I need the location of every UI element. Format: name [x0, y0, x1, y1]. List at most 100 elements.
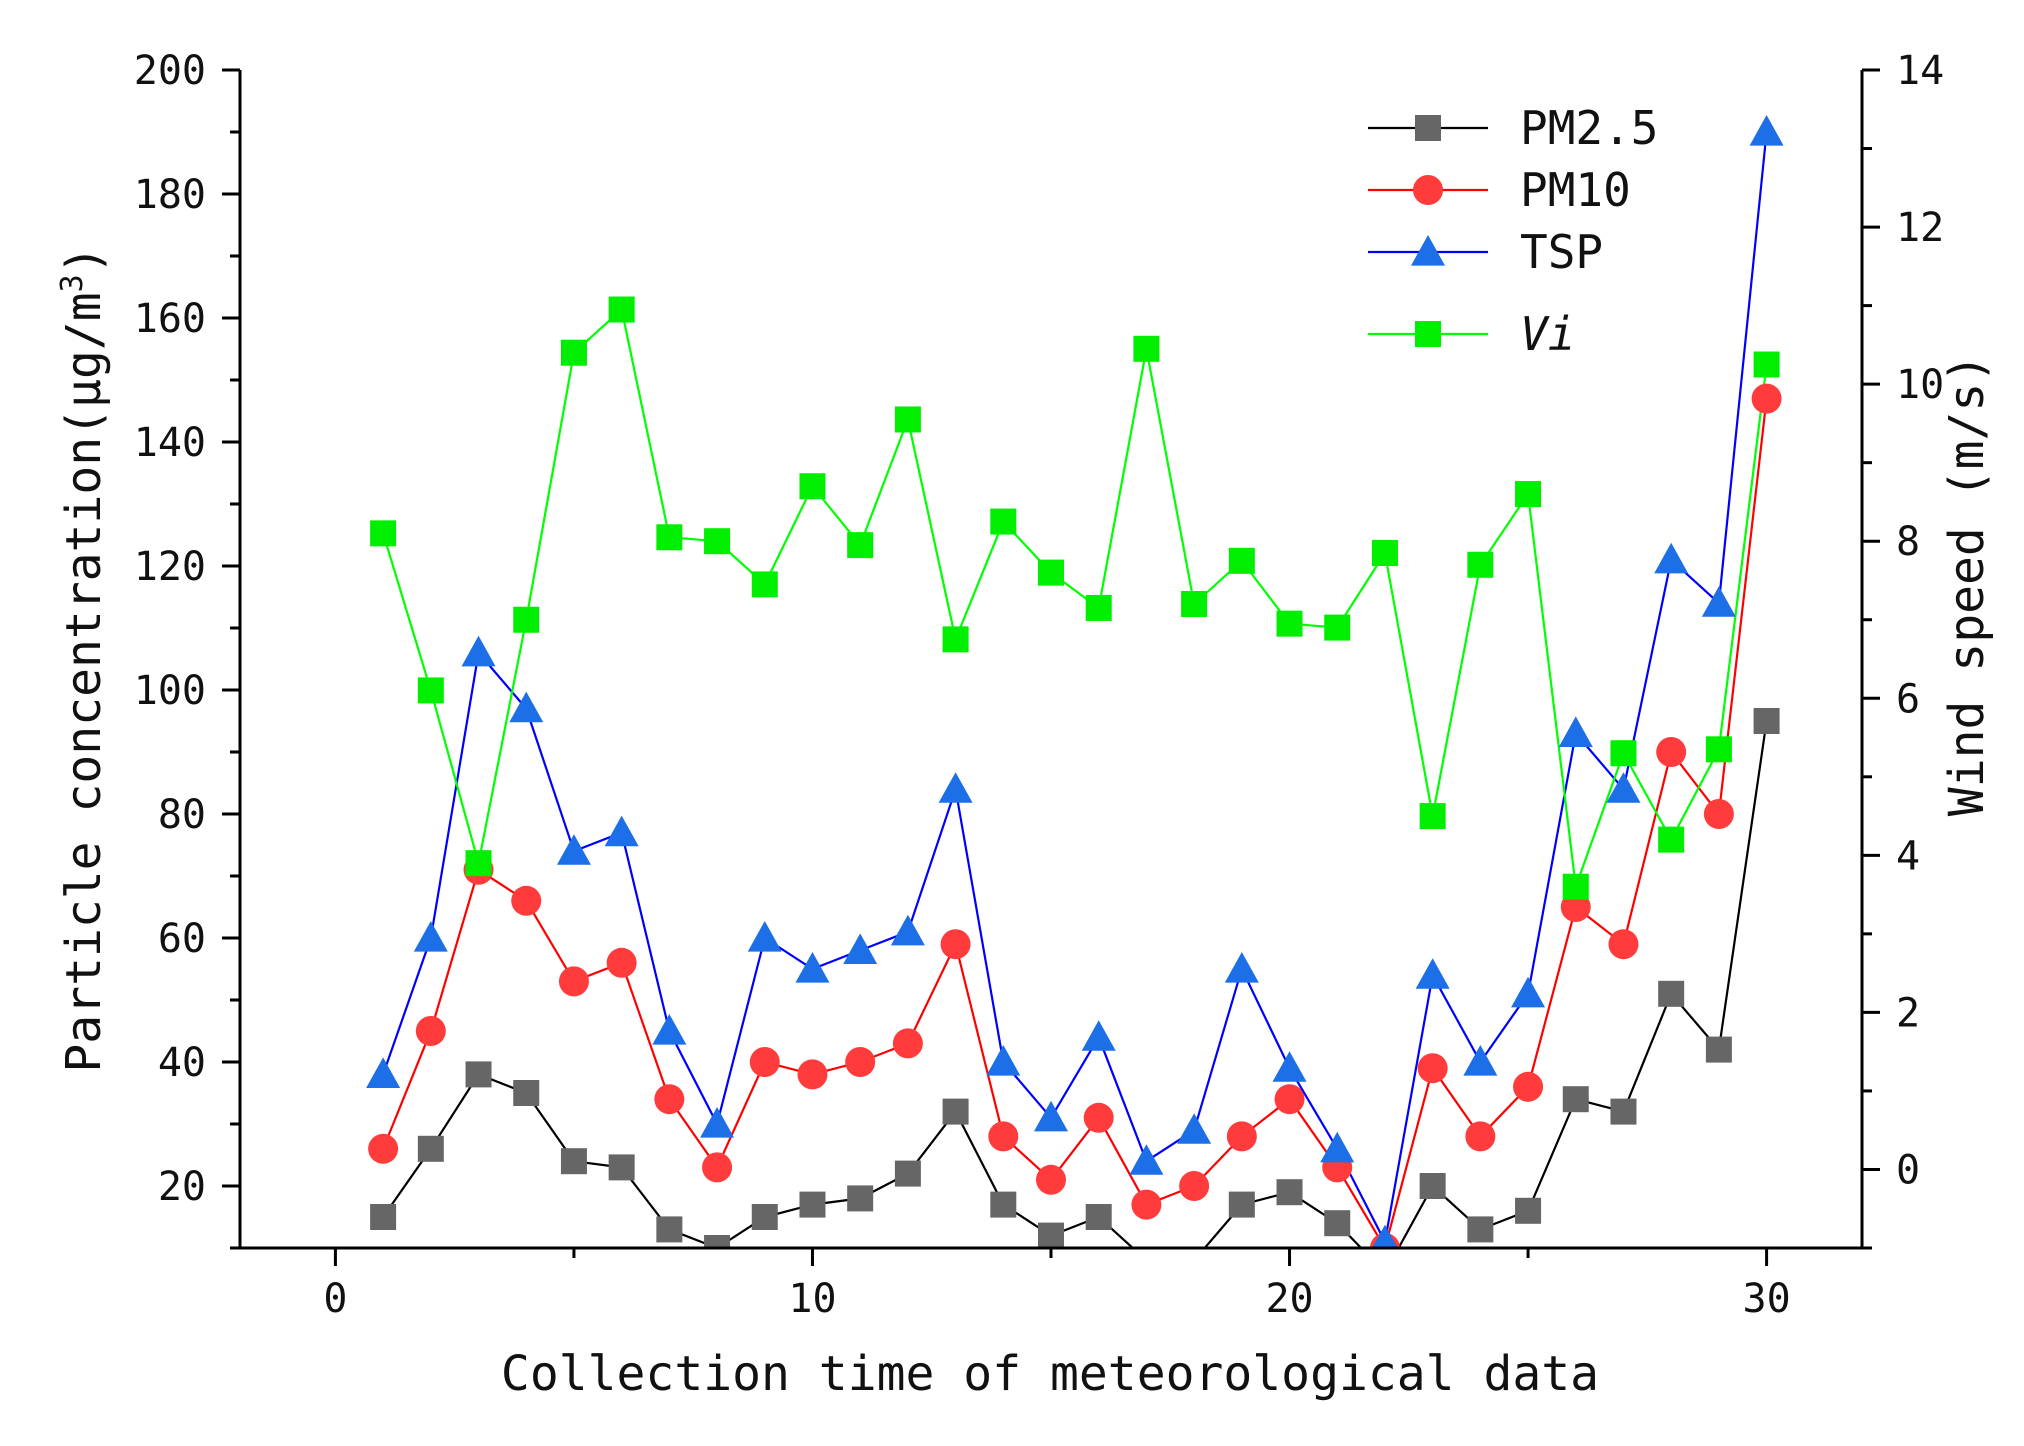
point-pm25: [1658, 980, 1685, 1007]
y-left-tick-label: 180: [134, 172, 206, 218]
legend-marker-tsp: [1411, 235, 1445, 266]
point-pm25: [751, 1204, 778, 1230]
point-pm25: [894, 1160, 921, 1187]
point-vi: [1085, 594, 1112, 621]
y-left-tick-label: 80: [158, 792, 206, 838]
point-pm25: [1133, 1247, 1160, 1248]
point-pm10: [1083, 1102, 1114, 1133]
point-tsp: [556, 834, 591, 865]
point-vi: [990, 508, 1017, 535]
point-tsp: [1129, 1144, 1164, 1175]
y-right-tick-label: 2: [1896, 990, 1920, 1036]
point-pm25: [942, 1098, 969, 1125]
point-tsp: [366, 1057, 401, 1088]
point-tsp: [1558, 716, 1593, 747]
point-pm10: [654, 1084, 685, 1115]
point-pm25: [1276, 1179, 1303, 1206]
y-right-tick-label: 10: [1896, 362, 1944, 408]
legend-marker-vi: [1415, 321, 1441, 347]
point-tsp: [1606, 772, 1641, 803]
point-vi: [942, 626, 969, 653]
point-pm10: [797, 1059, 828, 1090]
y-right-tick-label: 4: [1896, 833, 1920, 879]
point-pm25: [608, 1154, 635, 1181]
y-right-tick-label: 6: [1896, 676, 1920, 722]
point-pm10: [940, 929, 971, 960]
point-pm10: [988, 1121, 1019, 1152]
point-pm10: [511, 885, 542, 916]
y-axis-left-title: Particle concentration(μg/m3): [55, 245, 112, 1072]
point-pm25: [417, 1135, 444, 1162]
point-pm10: [892, 1028, 923, 1059]
point-pm10: [1608, 929, 1639, 960]
point-pm25: [1467, 1216, 1494, 1243]
legend-label-pm25: PM2.5: [1520, 101, 1658, 155]
point-pm25: [1181, 1247, 1208, 1248]
point-vi: [1371, 539, 1398, 566]
point-vi: [513, 606, 540, 633]
legend-marker-pm25: [1415, 115, 1441, 141]
point-tsp: [1463, 1045, 1498, 1076]
point-vi: [1324, 614, 1351, 641]
point-vi: [656, 524, 683, 551]
point-pm25: [513, 1080, 540, 1106]
legend: PM2.5 PM10 TSP Vi: [1368, 101, 1658, 361]
point-pm10: [606, 947, 637, 978]
point-vi: [417, 677, 444, 704]
point-vi: [608, 296, 635, 323]
y-right-tick-label: 8: [1896, 519, 1920, 565]
point-pm10: [1465, 1121, 1496, 1152]
point-vi: [751, 571, 778, 598]
y-left-tick-label: 140: [134, 420, 206, 466]
point-pm10: [1179, 1171, 1210, 1201]
point-tsp: [986, 1045, 1021, 1076]
point-tsp: [1654, 542, 1689, 574]
point-pm25: [1753, 708, 1780, 734]
point-pm25: [465, 1061, 492, 1088]
point-pm10: [1656, 737, 1687, 767]
point-pm25: [560, 1148, 587, 1175]
point-tsp: [509, 691, 544, 723]
y-left-tick-label: 60: [158, 916, 206, 962]
point-pm10: [845, 1047, 876, 1077]
y-axis-left-title-close: ): [56, 245, 112, 274]
point-pm10: [1226, 1121, 1257, 1152]
x-tick-label: 20: [1265, 1276, 1313, 1322]
point-pm10: [1513, 1071, 1544, 1102]
plot-markers: [366, 115, 1784, 1286]
point-pm25: [656, 1216, 683, 1243]
point-vi: [1610, 740, 1637, 767]
point-pm25: [1562, 1086, 1589, 1113]
y-left-tick-label: 100: [134, 668, 206, 714]
x-tick-label: 10: [788, 1276, 836, 1322]
point-pm10: [558, 966, 589, 997]
point-pm10: [1417, 1053, 1448, 1084]
point-vi: [1705, 736, 1732, 763]
y-left-tick-label: 200: [134, 48, 206, 94]
point-pm25: [1610, 1098, 1637, 1125]
point-tsp: [1701, 586, 1736, 617]
point-pm25: [704, 1235, 731, 1248]
point-pm25: [370, 1204, 397, 1230]
legend-label-vi: Vi: [1520, 307, 1575, 361]
point-tsp: [843, 933, 878, 964]
x-axis-title: Collection time of meteorological data: [501, 1346, 1599, 1402]
point-tsp: [795, 952, 830, 983]
point-pm10: [415, 1016, 446, 1046]
point-tsp: [1415, 958, 1450, 989]
point-tsp: [1511, 976, 1546, 1008]
point-pm25: [1372, 1260, 1398, 1286]
point-pm25: [1228, 1191, 1255, 1218]
point-tsp: [1224, 952, 1259, 983]
point-vi: [1467, 551, 1494, 578]
series-line-tsp: [382, 131, 1768, 1246]
x-tick-label: 0: [323, 1276, 347, 1322]
point-vi: [1276, 610, 1303, 637]
y-left-tick-label: 120: [134, 544, 206, 590]
point-vi: [1181, 591, 1208, 618]
series-line-pm25: [382, 720, 1768, 1248]
point-pm25: [1085, 1204, 1112, 1230]
point-pm10: [368, 1133, 399, 1164]
point-pm10: [1274, 1084, 1305, 1115]
